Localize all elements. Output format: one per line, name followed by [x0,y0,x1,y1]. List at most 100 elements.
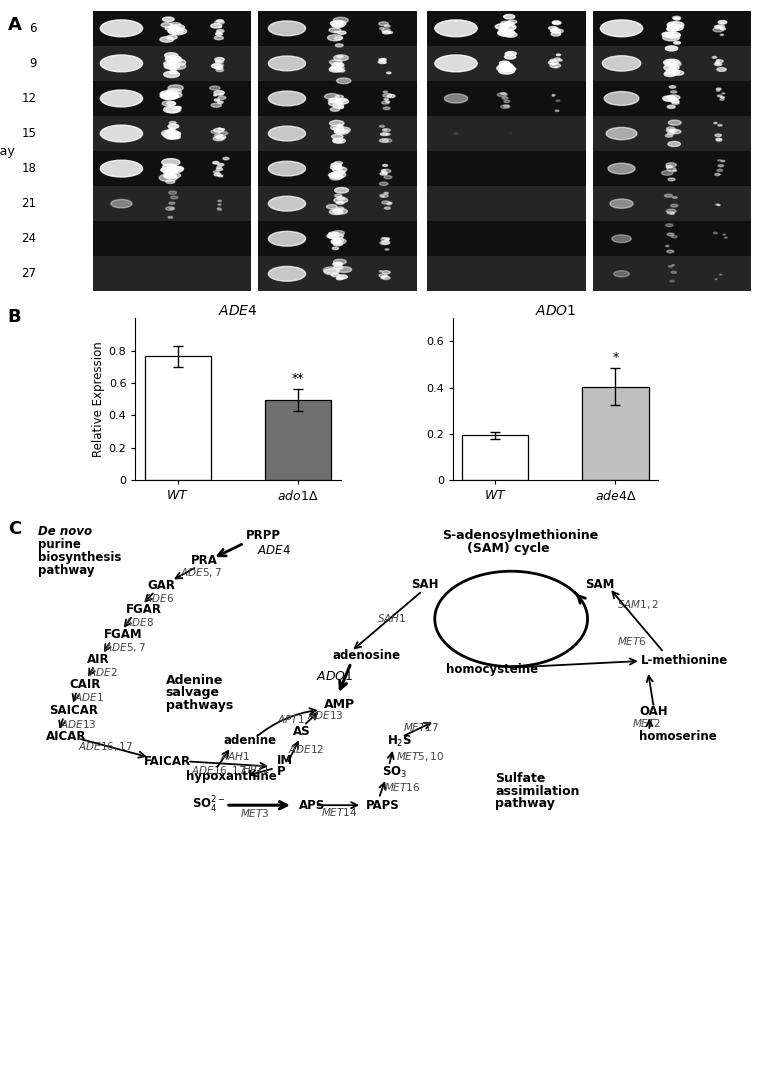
Circle shape [335,44,343,46]
Bar [93,186,252,221]
Circle shape [555,58,560,60]
Text: $\it{MET2}$: $\it{MET2}$ [632,718,661,729]
Circle shape [337,78,351,84]
Text: $\it{ADO1}$: $\it{ADO1}$ [316,670,354,683]
Bar [259,221,417,257]
Text: $\it{ADE13}$: $\it{ADE13}$ [307,709,344,722]
Text: $\it{ADE1}$: $\it{ADE1}$ [74,692,104,704]
Text: P: P [277,765,286,778]
Circle shape [379,139,389,142]
Circle shape [334,37,342,40]
Circle shape [721,161,724,162]
Circle shape [175,107,181,109]
Text: IM: IM [277,754,293,767]
Circle shape [550,64,560,68]
Circle shape [672,235,677,237]
Circle shape [210,86,220,91]
Text: AMP: AMP [324,698,354,711]
Circle shape [111,200,132,208]
Circle shape [382,195,385,196]
Circle shape [379,182,388,186]
Circle shape [221,128,224,131]
Circle shape [670,91,676,93]
Circle shape [214,128,224,133]
Circle shape [327,35,343,41]
Circle shape [714,122,717,124]
Bar [593,45,752,81]
Circle shape [556,99,560,101]
Circle shape [717,95,722,97]
Circle shape [333,209,342,214]
Circle shape [331,238,346,244]
Circle shape [499,64,512,68]
Text: $\it{AAH1}$: $\it{AAH1}$ [220,750,250,763]
Circle shape [663,59,680,66]
Text: A: A [8,16,22,35]
Text: pathway: pathway [38,564,94,577]
Bar [427,151,586,186]
Circle shape [663,32,674,37]
Text: OAH: OAH [639,705,668,718]
Circle shape [665,60,681,67]
Text: FGAR: FGAR [125,603,162,616]
Circle shape [498,93,507,97]
Bar [593,11,752,46]
Circle shape [338,31,346,35]
Circle shape [553,29,563,33]
Text: Adenine: Adenine [166,674,223,687]
Circle shape [217,166,221,168]
Circle shape [664,72,676,77]
Bar [427,11,586,46]
Circle shape [382,101,389,104]
Circle shape [330,174,343,179]
Circle shape [160,91,174,97]
Circle shape [334,166,343,169]
Circle shape [667,22,683,28]
Circle shape [714,63,721,66]
Circle shape [216,168,223,170]
Circle shape [663,96,676,101]
Text: $\it{ADE5,7}$: $\it{ADE5,7}$ [104,641,146,654]
Circle shape [549,60,558,65]
Bar [427,45,586,81]
Circle shape [334,262,341,265]
Bar [259,257,417,291]
Text: pathways: pathways [166,699,233,712]
Circle shape [720,28,725,30]
Text: $\it{ADE13}$: $\it{ADE13}$ [60,718,97,729]
Circle shape [383,62,386,64]
Circle shape [101,55,142,72]
Circle shape [669,70,680,74]
Circle shape [669,23,675,25]
Circle shape [382,139,392,142]
Circle shape [385,207,390,209]
Circle shape [674,17,680,19]
Circle shape [331,135,343,139]
Circle shape [211,64,222,68]
Circle shape [500,24,516,30]
Circle shape [384,98,389,100]
Circle shape [666,223,673,227]
Circle shape [378,60,386,64]
Circle shape [162,159,180,166]
Circle shape [506,52,516,56]
Circle shape [213,64,224,67]
Circle shape [550,29,558,32]
Circle shape [383,173,387,174]
Circle shape [167,101,176,106]
Circle shape [385,101,390,103]
Circle shape [382,164,388,166]
Circle shape [163,17,174,22]
Circle shape [165,64,180,69]
Bar [259,11,417,46]
Circle shape [666,129,673,132]
Circle shape [335,128,348,135]
Circle shape [662,32,673,37]
Circle shape [160,93,178,99]
Circle shape [166,173,180,178]
Circle shape [171,58,176,60]
Circle shape [337,207,344,209]
Circle shape [337,124,343,126]
Bar [145,356,211,480]
Circle shape [101,160,142,177]
